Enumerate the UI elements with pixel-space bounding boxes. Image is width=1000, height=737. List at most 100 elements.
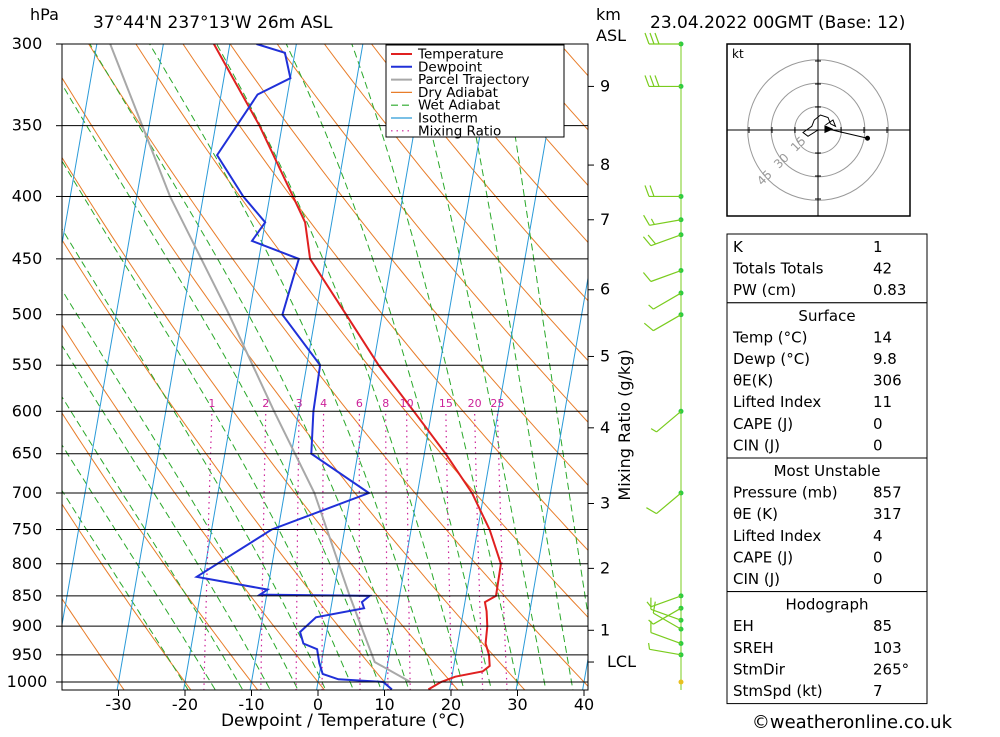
mixing-ratio-label: 8: [382, 397, 389, 410]
x-tick-label: 30: [507, 695, 527, 714]
table-value: 857: [873, 484, 902, 502]
wind-barb: [649, 643, 681, 655]
mixing-ratio-label: 1: [208, 397, 215, 410]
pressure-tick-label: 950: [12, 645, 43, 664]
wind-barb: [651, 411, 681, 432]
km-tick-label: LCL: [607, 652, 636, 671]
mixing-ratio-axis-label: Mixing Ratio (g/kg): [615, 349, 634, 500]
wind-barb: [651, 621, 681, 644]
asl-unit: ASL: [596, 26, 626, 45]
wind-barb: [643, 271, 681, 282]
km-unit: km: [596, 5, 621, 24]
pressure-tick-label: 500: [12, 305, 43, 324]
table-label: K: [733, 238, 744, 256]
pressure-tick-label: 450: [12, 249, 43, 268]
table-value: 4: [873, 527, 883, 545]
wind-barb: [647, 596, 681, 607]
pressure-gridlines: [62, 44, 588, 682]
wet-adiabat-line: [17, 7, 391, 718]
datetime-title: 23.04.2022 00GMT (Base: 12): [650, 13, 905, 33]
table-label: Lifted Index: [733, 393, 821, 411]
wind-barb: [643, 235, 681, 246]
table-value: 42: [873, 260, 892, 278]
mixing-ratio-label: 25: [490, 397, 504, 410]
table-title: Hodograph: [785, 596, 868, 614]
location-title: 37°44'N 237°13'W 26m ASL: [93, 13, 333, 33]
x-tick-label: -30: [105, 695, 131, 714]
x-tick-label: -20: [172, 695, 198, 714]
table-value: 11: [873, 393, 892, 411]
km-tick-label: 4: [600, 418, 610, 437]
isotherm-line: [46, 7, 170, 717]
dry-adiabat-line: [0, 7, 347, 718]
pressure-tick-label: 1000: [7, 672, 48, 691]
km-tick-label: 7: [600, 210, 610, 229]
isotherm-line: [578, 7, 702, 717]
table-value: 1: [873, 238, 883, 256]
mixing-ratio-lines: [203, 411, 508, 718]
table-label: CIN (J): [733, 570, 780, 588]
pressure-tick-label: 350: [12, 116, 43, 135]
wind-barb: [646, 493, 681, 514]
wind-barb: [645, 185, 681, 196]
mixing-ratio-label: 4: [320, 397, 327, 410]
mixing-ratio-label: 6: [356, 397, 363, 410]
wind-barb: [645, 75, 681, 86]
pressure-tick-label: 600: [12, 401, 43, 420]
table-title: Surface: [798, 307, 855, 325]
pressure-tick-label: 400: [12, 186, 43, 205]
table-label: SREH: [733, 639, 774, 657]
table-label: StmSpd (kt): [733, 682, 823, 700]
table-label: θE (K): [733, 505, 778, 523]
table-value: 0: [873, 415, 883, 433]
table-label: Pressure (mb): [733, 484, 838, 502]
table-label: Temp (°C): [732, 328, 807, 346]
table-value: 0: [873, 436, 883, 454]
table-value: 7: [873, 682, 883, 700]
mixing-ratio-line: [407, 411, 411, 718]
legend-label: Mixing Ratio: [418, 123, 501, 139]
table-value: 103: [873, 639, 902, 657]
km-tick-label: 8: [600, 155, 610, 174]
km-tick-label: 3: [600, 493, 610, 512]
table-title: Most Unstable: [774, 462, 881, 480]
table-label: StmDir: [733, 660, 786, 678]
table-label: Totals Totals: [732, 260, 824, 278]
km-tick-label: 1: [600, 620, 610, 639]
table-label: CIN (J): [733, 436, 780, 454]
wind-barb: [649, 293, 681, 309]
mixing-ratio-label: 15: [439, 397, 453, 410]
hodograph-unit: kt: [732, 47, 744, 61]
parcel-line: [110, 44, 410, 682]
wet-adiabat-line: [0, 7, 338, 718]
table-value: 85: [873, 617, 892, 635]
wind-barbs: [643, 33, 683, 685]
wind-barb: [644, 215, 681, 225]
km-tick-label: 9: [600, 76, 610, 95]
mixing-ratio-label: 20: [468, 397, 482, 410]
credit: ©weatheronline.co.uk: [752, 712, 953, 733]
x-tick-label: 40: [574, 695, 594, 714]
wet-adiabat-line: [0, 7, 312, 718]
table-value: 0: [873, 548, 883, 566]
table-label: θE(K): [733, 372, 773, 390]
isotherm-line: [112, 7, 236, 717]
table-label: EH: [733, 617, 754, 635]
mixing-ratio-label: 2: [262, 397, 269, 410]
isotherm-line: [179, 7, 303, 717]
table-value: 0.83: [873, 281, 906, 299]
dewpoint-line: [197, 44, 392, 689]
wind-barb: [645, 33, 681, 44]
table-label: CAPE (J): [733, 548, 793, 566]
wind-barb-dot: [679, 680, 684, 685]
pressure-tick-label: 900: [12, 616, 43, 635]
mixing-ratio-label: 10: [400, 397, 414, 410]
indices-tables: K 1 Totals Totals 42 PW (cm) 0.83 Surface Temp …: [727, 234, 927, 704]
x-axis-label: Dewpoint / Temperature (°C): [221, 711, 465, 731]
pressure-tick-label: 650: [12, 444, 43, 463]
table-label: PW (cm): [733, 281, 796, 299]
pressure-tick-label: 850: [12, 586, 43, 605]
plot-frame: [62, 44, 588, 690]
